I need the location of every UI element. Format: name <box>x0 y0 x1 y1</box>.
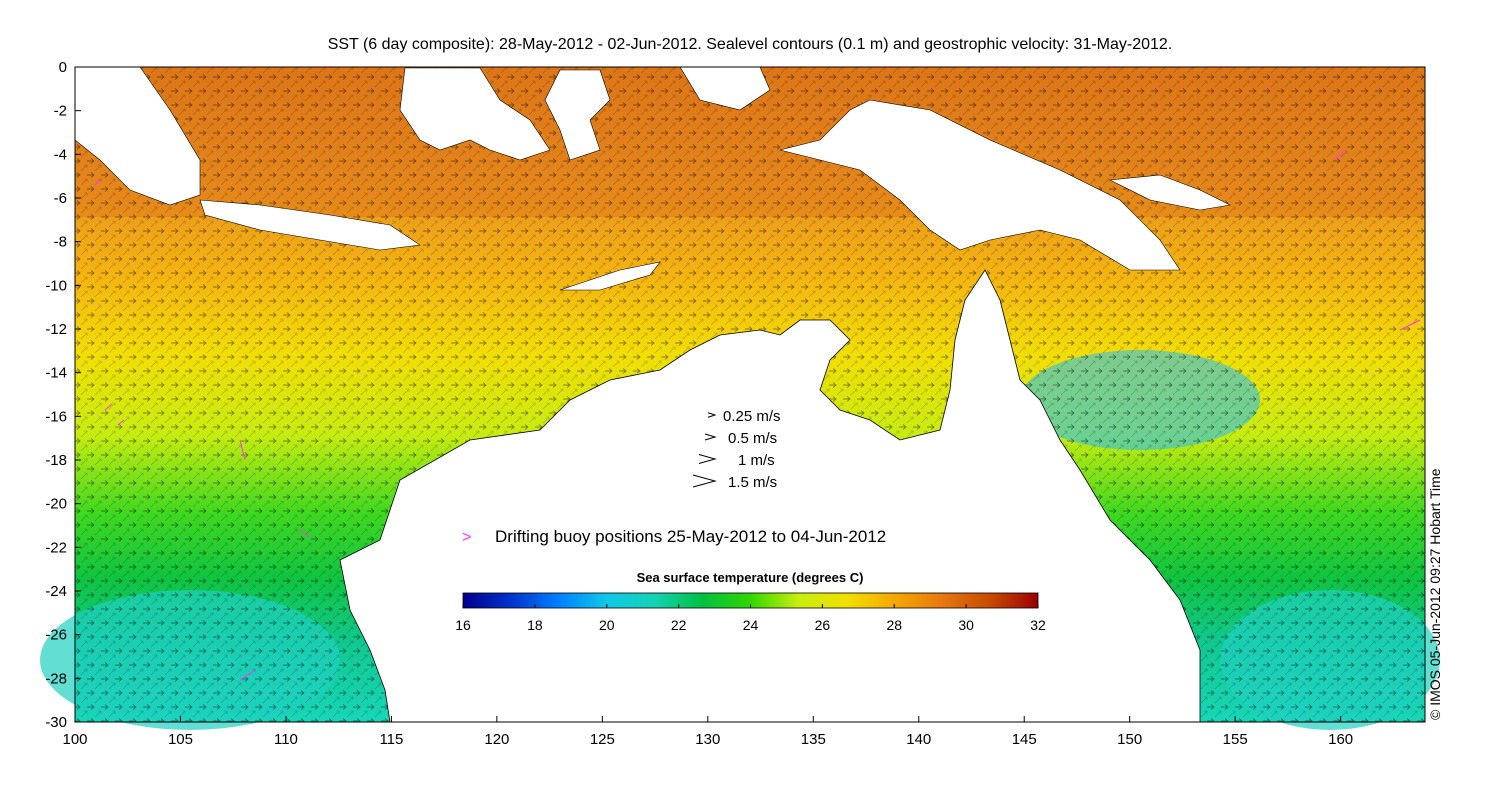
y-axis-ticks: 0 -2 -4 -6 -8 -10 -12 -14 -16 -18 -20 -22 -24 -26 -28 -… <box>45 59 81 731</box>
y-tick-label: -14 <box>45 365 67 382</box>
colorbar-tick-label: 26 <box>815 617 831 633</box>
sulawesi-landmass <box>544 69 611 161</box>
timor-landmass <box>559 261 661 291</box>
x-tick-label: 150 <box>1117 731 1142 748</box>
colorbar-tick-label: 16 <box>455 617 471 633</box>
colorbar-ticks: 16 18 20 22 24 26 28 30 32 <box>455 604 1046 633</box>
y-tick-label: -16 <box>45 408 67 425</box>
colorbar-tick-label: 28 <box>886 617 902 633</box>
y-tick-label: 0 <box>59 59 67 76</box>
velocity-legend-arrow <box>692 474 717 488</box>
x-tick-label: 100 <box>62 731 87 748</box>
colorbar-tick-label: 30 <box>958 617 974 633</box>
velocity-legend-arrow <box>698 454 717 464</box>
velocity-legend-label: 1.5 m/s <box>728 474 777 491</box>
velocity-legend-arrow <box>707 412 717 418</box>
solomon-islands <box>1108 174 1231 211</box>
y-tick-label: -8 <box>54 234 67 251</box>
x-tick-label: 135 <box>801 731 826 748</box>
buoy-track <box>94 149 1421 681</box>
x-tick-label: 155 <box>1223 731 1248 748</box>
y-tick-label: -4 <box>54 146 67 163</box>
sumatra-landmass <box>74 66 201 206</box>
velocity-legend: 0.25 m/s 0.5 m/s 1 m/s 1.5 m/s <box>692 408 781 491</box>
australia-landmass <box>339 269 1201 723</box>
colorbar-title: Sea surface temperature (degrees C) <box>637 570 864 585</box>
map-frame <box>74 66 1426 723</box>
x-axis-ticks: 100 105 110 115 120 125 130 135 140 145 150 155 160 <box>62 716 1353 748</box>
new-guinea-landmass <box>779 99 1181 271</box>
velocity-legend-label: 0.5 m/s <box>728 430 777 447</box>
x-tick-label: 125 <box>590 731 615 748</box>
colorbar-tick-label: 18 <box>527 617 543 633</box>
colorbar: Sea surface temperature (degrees C) 16 18… <box>455 570 1046 633</box>
y-tick-label: -10 <box>45 277 67 294</box>
buoy-legend-marker: > <box>462 529 471 546</box>
buoy-tracks <box>94 149 1421 681</box>
y-tick-label: -26 <box>45 627 67 644</box>
x-tick-label: 105 <box>168 731 193 748</box>
y-tick-label: -18 <box>45 452 67 469</box>
y-tick-label: -12 <box>45 321 67 338</box>
y-tick-label: -6 <box>54 190 67 207</box>
y-tick-label: -20 <box>45 496 67 513</box>
y-tick-label: -22 <box>45 539 67 556</box>
x-tick-label: 115 <box>379 731 403 748</box>
y-tick-label: -2 <box>54 103 67 120</box>
velocity-legend-label: 0.25 m/s <box>723 408 781 425</box>
x-tick-label: 120 <box>484 731 509 748</box>
map-title: SST (6 day composite): 28-May-2012 - 02-… <box>327 36 1173 53</box>
y-tick-label: -28 <box>45 670 67 687</box>
y-tick-label: -30 <box>45 714 67 731</box>
colorbar-tick-label: 32 <box>1030 617 1046 633</box>
x-tick-label: 140 <box>906 731 931 748</box>
colorbar-tick-label: 20 <box>599 617 615 633</box>
y-tick-label: -24 <box>45 583 67 600</box>
colorbar-tick-label: 22 <box>671 617 687 633</box>
x-tick-label: 145 <box>1012 731 1037 748</box>
buoy-legend-label: Drifting buoy positions 25-May-2012 to 0… <box>495 527 886 546</box>
velocity-legend-arrow <box>704 433 717 441</box>
x-tick-label: 160 <box>1328 731 1353 748</box>
x-tick-label: 110 <box>274 731 298 748</box>
credit-text: © IMOS 05-Jun-2012 09:27 Hobart Time <box>1427 468 1443 720</box>
java-landmass <box>199 199 421 251</box>
buoy-legend: > Drifting buoy positions 25-May-2012 to… <box>462 527 886 546</box>
velocity-legend-label: 1 m/s <box>738 452 775 469</box>
colorbar-tick-label: 24 <box>743 617 759 633</box>
x-tick-label: 130 <box>695 731 720 748</box>
borneo-landmass <box>399 67 551 161</box>
